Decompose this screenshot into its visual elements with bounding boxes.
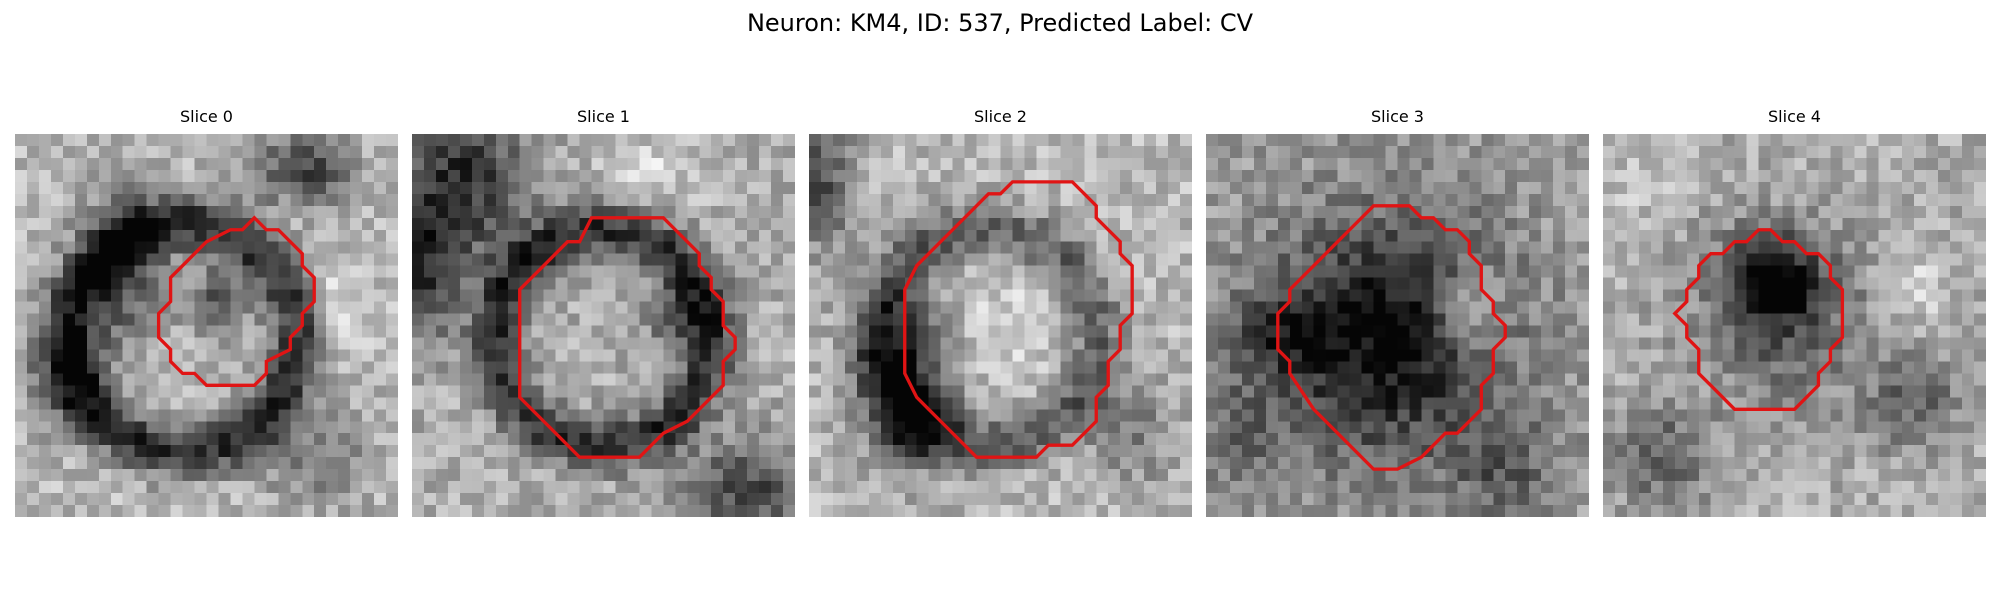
roi-outline-1 — [518, 216, 737, 459]
slice-title-3: Slice 3 — [1371, 107, 1424, 126]
slice-panel-3: Slice 3 — [1206, 107, 1589, 519]
roi-outline-0 — [156, 215, 316, 388]
slice-image-3 — [1206, 134, 1589, 517]
slice-svg-2 — [809, 134, 1192, 517]
slice-pixels — [809, 134, 1192, 517]
slice-panel-2: Slice 2 — [809, 107, 1192, 519]
figure-title: Neuron: KM4, ID: 537, Predicted Label: C… — [746, 9, 1254, 37]
slice-panel-1: Slice 1 — [412, 107, 795, 519]
roi-outline-2 — [903, 180, 1134, 459]
slice-svg-4 — [1603, 134, 1986, 517]
slice-pixels — [1603, 134, 1986, 517]
slice-svg-1 — [412, 134, 795, 517]
slice-image-2 — [809, 134, 1192, 517]
slice-panel-0: Slice 0 — [15, 107, 398, 519]
slice-title-0: Slice 0 — [180, 107, 233, 126]
slice-image-0 — [15, 134, 398, 517]
slice-panel-4: Slice 4 — [1603, 107, 1986, 519]
slice-title-4: Slice 4 — [1768, 107, 1821, 126]
slice-image-1 — [412, 134, 795, 517]
slice-pixels — [1206, 134, 1589, 517]
roi-outline-4 — [1672, 228, 1845, 411]
slice-title-1: Slice 1 — [577, 107, 630, 126]
slice-svg-0 — [15, 134, 398, 517]
slice-pixels — [412, 134, 795, 517]
slice-svg-3 — [1206, 134, 1589, 517]
slice-image-4 — [1603, 134, 1986, 517]
roi-outline-3 — [1276, 204, 1507, 471]
slice-pixels — [15, 134, 398, 517]
slice-title-2: Slice 2 — [974, 107, 1027, 126]
